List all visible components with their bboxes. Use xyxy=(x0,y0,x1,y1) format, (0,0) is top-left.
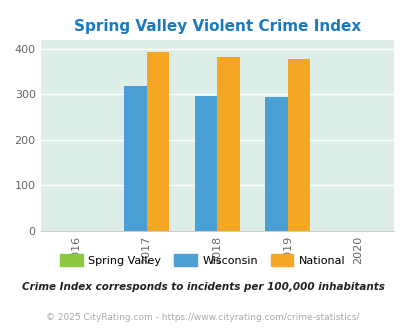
Bar xyxy=(124,85,146,231)
Text: Crime Index corresponds to incidents per 100,000 inhabitants: Crime Index corresponds to incidents per… xyxy=(21,282,384,292)
Bar xyxy=(287,59,310,231)
Bar xyxy=(194,96,217,231)
Legend: Spring Valley, Wisconsin, National: Spring Valley, Wisconsin, National xyxy=(56,250,349,270)
Bar xyxy=(264,97,287,231)
Title: Spring Valley Violent Crime Index: Spring Valley Violent Crime Index xyxy=(73,19,360,34)
Text: © 2025 CityRating.com - https://www.cityrating.com/crime-statistics/: © 2025 CityRating.com - https://www.city… xyxy=(46,313,359,322)
Bar xyxy=(146,52,169,231)
Bar xyxy=(217,57,239,231)
